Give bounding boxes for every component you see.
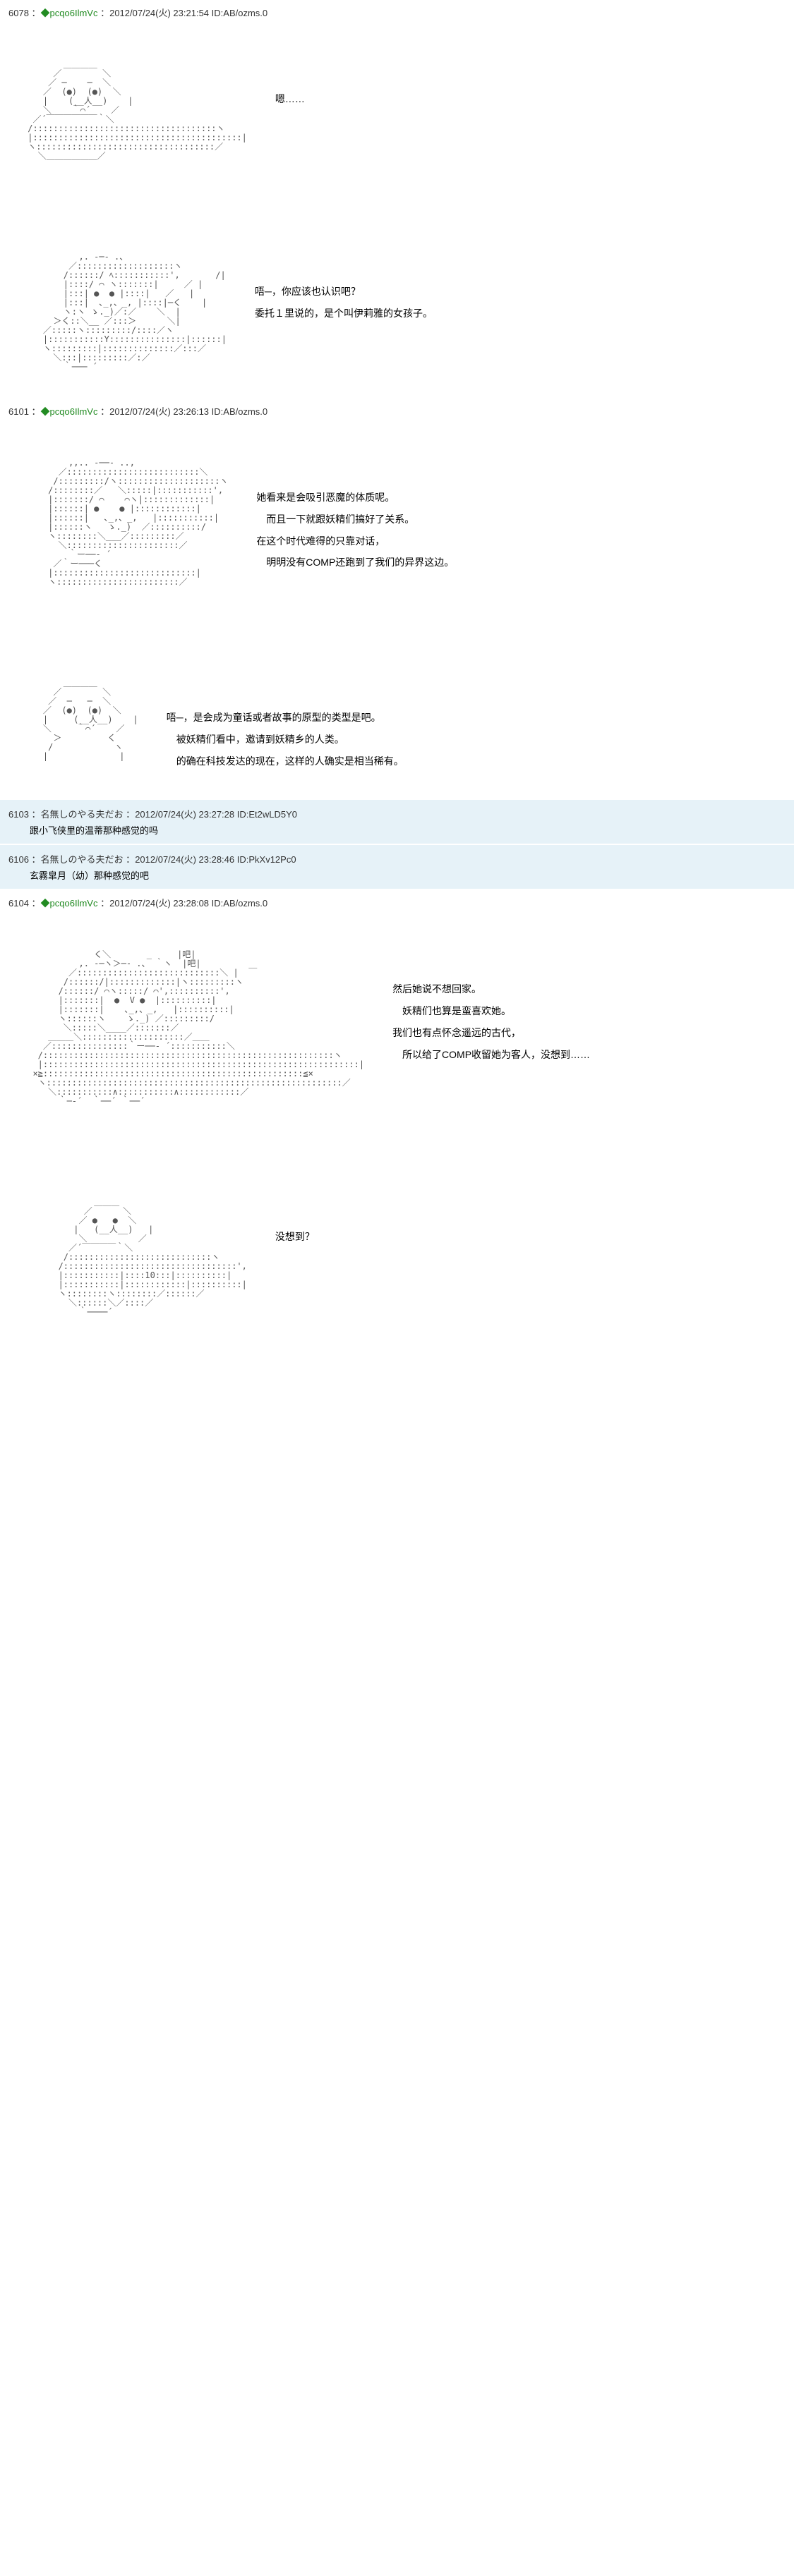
post-body: く＼ _ |吧| ,. -─ヽ＞─- .、 ｀ヽ |吧| ／::::::::::… [8, 915, 786, 1317]
dialogue-line: 唔─，是会成为童话或者故事的原型的类型是吧。 [167, 707, 404, 729]
reply-body: 跟小飞侠里的温蒂那种感觉的吗 [8, 823, 786, 837]
dialogue: 她看来是会吸引恶魔的体质呢。 而且一下就跟妖精们搞好了关系。 在这个时代难得的只… [256, 458, 454, 573]
post-id: ID:AB/ozms.0 [212, 406, 267, 417]
post: 6078 ：◆pcqo6IlmVc ：2012/07/24(火) 23:21:5… [0, 0, 794, 399]
aa-row: ＿＿＿＿ ／ ＼ ／ ─ ─ ＼ ／ (●) (●) ＼ | (__人__) |… [23, 679, 786, 772]
dialogue-line: 唔─，你应该也认识吧？ [255, 281, 433, 303]
post-date: 2012/07/24(火) 23:28:46 [135, 854, 234, 865]
dialogue-line: 然后她说不想回家。 [392, 978, 590, 1000]
post: 6101 ：◆pcqo6IlmVc ：2012/07/24(火) 23:26:1… [0, 399, 794, 798]
dialogue-line: 我们也有点怀念遥远的古代， [392, 1022, 590, 1044]
aa-row: く＼ _ |吧| ,. -─ヽ＞─- .、 ｀ヽ |吧| ／::::::::::… [23, 950, 786, 1106]
dialogue: 没想到？ [275, 1198, 315, 1248]
post-date: 2012/07/24(火) 23:21:54 [109, 8, 209, 18]
ascii-art: ＿＿＿＿ ／ ＼ ／ ─ ─ ＼ ／ (●) (●) ＼ | (__人__) |… [23, 60, 247, 161]
dialogue-line: 委托１里说的，是个叫伊莉雅的女孩子。 [255, 303, 433, 324]
post-number: 6103 [8, 809, 29, 820]
post: 6104 ：◆pcqo6IlmVc ：2012/07/24(火) 23:28:0… [0, 890, 794, 1344]
post-date: 2012/07/24(火) 23:28:08 [109, 898, 209, 909]
post-header: 6106 ：名無しのやる夫だお ：2012/07/24(火) 23:28:46 … [8, 852, 786, 865]
post-body: ＿＿＿＿ ／ ＼ ／ ─ ─ ＼ ／ (●) (●) ＼ | (__人__) |… [8, 25, 786, 372]
dialogue-line: 明明没有COMP还跑到了我们的异界这边。 [256, 552, 454, 573]
post-id: ID:PkXv12Pc0 [237, 854, 296, 865]
aa-row: ＿＿＿ ／ ＼ ／ ● ● ＼ | (__人__) | ＼ ／ ／´￣￣￣￣｀＼… [23, 1198, 786, 1317]
post-trip: ◆pcqo6IlmVc [41, 8, 98, 18]
ascii-art: ＿＿＿ ／ ＼ ／ ● ● ＼ | (__人__) | ＼ ／ ／´￣￣￣￣｀＼… [23, 1198, 247, 1317]
post-id: ID:Et2wLD5Y0 [237, 809, 297, 820]
dialogue-line: 而且一下就跟妖精们搞好了关系。 [256, 509, 454, 530]
ascii-art: く＼ _ |吧| ,. -─ヽ＞─- .、 ｀ヽ |吧| ／::::::::::… [23, 950, 364, 1106]
dialogue: 唔─，你应该也认识吧？ 委托１里说的，是个叫伊莉雅的女孩子。 [255, 253, 433, 324]
dialogue-line: 没想到？ [275, 1226, 315, 1248]
dialogue: 然后她说不想回家。 妖精们也算是蛮喜欢她。 我们也有点怀念遥远的古代， 所以给了… [392, 950, 590, 1065]
dialogue-line: 她看来是会吸引恶魔的体质呢。 [256, 487, 454, 509]
post-header: 6103 ：名無しのやる夫だお ：2012/07/24(火) 23:27:28 … [8, 807, 786, 820]
dialogue-line: 在这个时代难得的只靠对话， [256, 530, 454, 552]
post-trip: ◆pcqo6IlmVc [41, 406, 98, 417]
post-number: 6101 [8, 406, 29, 417]
aa-row: ,,.. -──- .., ／:::::::::::::::::::::::::… [23, 458, 786, 587]
dialogue-line: 所以给了COMP收留她为客人，没想到…… [392, 1044, 590, 1066]
dialogue: 嗯…… [275, 60, 305, 110]
post-name: 名無しのやる夫だお [41, 854, 124, 865]
dialogue-line: 妖精们也算是蛮喜欢她。 [392, 1000, 590, 1022]
reply-body: 玄霧皐月（幼）那种感觉的吧 [8, 868, 786, 882]
post-number: 6106 [8, 854, 29, 865]
reply-post: 6103 ：名無しのやる夫だお ：2012/07/24(火) 23:27:28 … [0, 800, 794, 844]
dialogue-line: 的确在科技发达的现在，这样的人确实是相当稀有。 [167, 751, 404, 772]
ascii-art: ＿＿＿＿ ／ ＼ ／ ─ ─ ＼ ／ (●) (●) ＼ | (__人__) |… [23, 679, 138, 761]
reply-post: 6106 ：名無しのやる夫だお ：2012/07/24(火) 23:28:46 … [0, 845, 794, 889]
post-header: 6104 ：◆pcqo6IlmVc ：2012/07/24(火) 23:28:0… [8, 896, 786, 909]
post-trip: ◆pcqo6IlmVc [41, 898, 98, 909]
post-number: 6078 [8, 8, 29, 18]
post-header: 6101 ：◆pcqo6IlmVc ：2012/07/24(火) 23:26:1… [8, 404, 786, 418]
post-body: ,,.. -──- .., ／:::::::::::::::::::::::::… [8, 423, 786, 772]
aa-row: ,. -─- .、 ／:::::::::::::::::::ヽ /::::::/… [23, 253, 786, 372]
ascii-art: ,. -─- .、 ／:::::::::::::::::::ヽ /::::::/… [23, 253, 227, 372]
post-number: 6104 [8, 898, 29, 909]
post-name: 名無しのやる夫だお [41, 809, 124, 820]
dialogue: 唔─，是会成为童话或者故事的原型的类型是吧。 被妖精们看中，邀请到妖精乡的人类。… [167, 679, 404, 772]
ascii-art: ,,.. -──- .., ／:::::::::::::::::::::::::… [23, 458, 228, 587]
post-id: ID:AB/ozms.0 [212, 898, 267, 909]
dialogue-line: 被妖精们看中，邀请到妖精乡的人类。 [167, 729, 404, 751]
post-date: 2012/07/24(火) 23:27:28 [135, 809, 234, 820]
dialogue-line: 嗯…… [275, 88, 305, 110]
post-header: 6078 ：◆pcqo6IlmVc ：2012/07/24(火) 23:21:5… [8, 6, 786, 19]
aa-row: ＿＿＿＿ ／ ＼ ／ ─ ─ ＼ ／ (●) (●) ＼ | (__人__) |… [23, 60, 786, 161]
post-date: 2012/07/24(火) 23:26:13 [109, 406, 209, 417]
post-id: ID:AB/ozms.0 [212, 8, 267, 18]
